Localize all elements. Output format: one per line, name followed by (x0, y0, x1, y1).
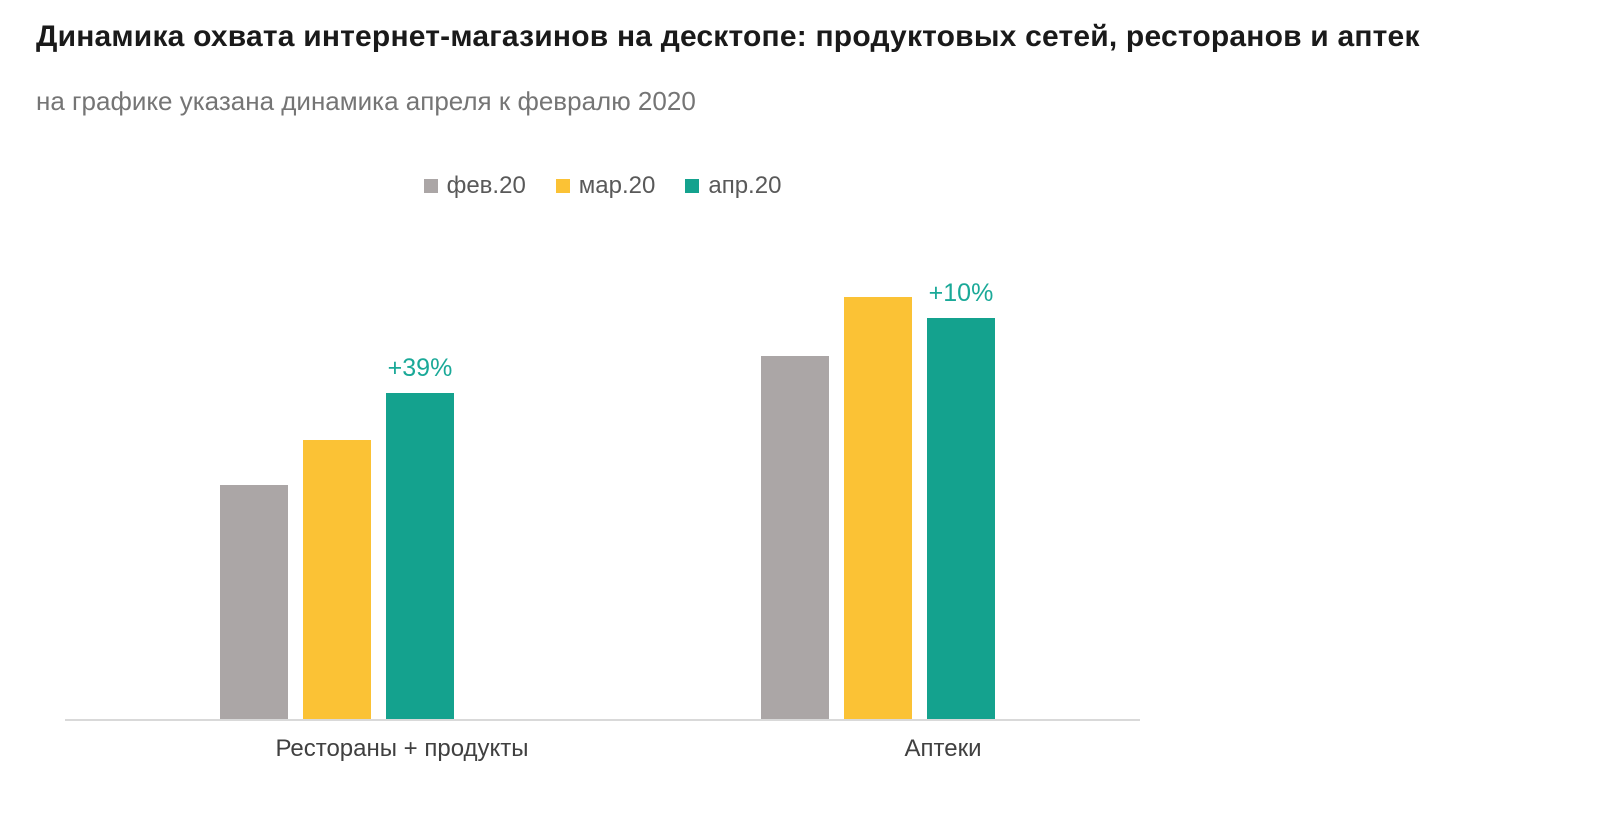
bar-group-1: +10% (761, 279, 995, 720)
bar-series2-group0: +39% (386, 354, 454, 720)
bar-series0-group1 (761, 356, 829, 720)
growth-annotation-group0: +39% (387, 354, 453, 382)
category-label-pharmacies: Аптеки (904, 735, 982, 762)
chart-title: Динамика охвата интернет-магазинов на де… (36, 20, 1420, 53)
bar-series2-group1: +10% (927, 279, 995, 720)
growth-annotation-group1: +10% (928, 279, 994, 307)
legend-item-apr20: апр.20 (685, 172, 781, 200)
legend-item-feb20: фев.20 (423, 172, 526, 200)
legend-swatch-apr20-icon (685, 179, 700, 193)
bar-chart-plot-area: +39% +10% (65, 250, 1140, 721)
legend-swatch-mar20-icon (555, 179, 570, 193)
legend-label-apr20: апр.20 (708, 172, 782, 199)
legend-label-mar20: мар.20 (578, 172, 656, 199)
bar-group-0: +39% (220, 354, 454, 720)
x-axis-line (65, 719, 1140, 721)
bar-series1-group0 (303, 440, 371, 720)
legend-swatch-feb20-icon (423, 179, 438, 193)
category-label-restaurants-products: Рестораны + продукты (275, 735, 529, 762)
bar-series1-group1 (844, 297, 912, 720)
bar-series0-group0 (220, 485, 288, 720)
chart-subtitle: на графике указана динамика апреля к фев… (36, 86, 696, 116)
legend-item-mar20: мар.20 (555, 172, 656, 200)
chart-legend: фев.20 мар.20 апр.20 (65, 172, 1140, 200)
legend-label-feb20: фев.20 (446, 172, 526, 199)
